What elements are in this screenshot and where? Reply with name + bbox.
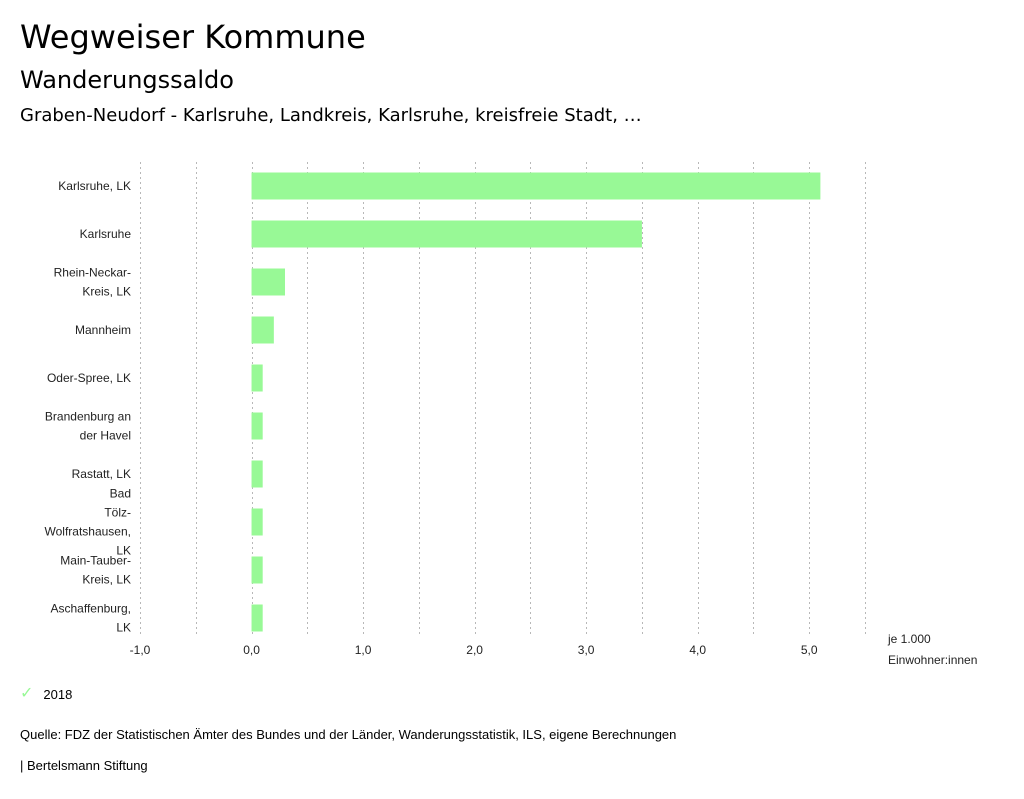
legend[interactable]: ✓ 2018 (20, 686, 72, 702)
category-label: Tölz- (104, 506, 131, 520)
x-tick-label: 2,0 (466, 643, 483, 657)
category-label: Aschaffenburg, (50, 602, 131, 616)
bar-6[interactable] (251, 412, 263, 440)
bar-9[interactable] (251, 556, 263, 584)
category-label: LK (116, 544, 131, 558)
source-note: Quelle: FDZ der Statistischen Ämter des … (20, 727, 677, 742)
bar-chart: Karlsruhe, LK Karlsruhe Rhein-Neckar- Kreis… (45, 162, 977, 667)
bar-3[interactable] (251, 268, 285, 296)
bar-10[interactable] (251, 604, 263, 632)
x-tick-label: 3,0 (578, 643, 595, 657)
category-label: der Havel (80, 429, 131, 443)
bar-5[interactable] (251, 364, 263, 392)
legend-label: 2018 (43, 686, 73, 702)
category-label: Kreis, LK (82, 573, 131, 587)
category-label: Main-Tauber- (60, 554, 131, 568)
category-label: LK (116, 621, 131, 635)
category-label: Bad (110, 487, 131, 501)
category-label: Mannheim (75, 323, 131, 337)
bar-2[interactable] (251, 220, 642, 248)
category-label: Kreis, LK (82, 285, 131, 299)
credit-note: | Bertelsmann Stiftung (20, 758, 148, 773)
bar-8[interactable] (251, 508, 263, 536)
page-title: Wegweiser Kommune (20, 18, 366, 56)
category-label: Brandenburg an (45, 410, 131, 424)
category-label: Rastatt, LK (72, 467, 131, 481)
x-tick-label: -1,0 (130, 643, 151, 657)
category-label: Karlsruhe, LK (58, 179, 131, 193)
x-tick-label: 1,0 (355, 643, 372, 657)
x-tick-label: 4,0 (689, 643, 706, 657)
x-axis-label: Einwohner:innen (888, 653, 977, 667)
region-selection[interactable]: Graben-Neudorf - Karlsruhe, Landkreis, K… (20, 105, 642, 126)
category-label: Oder-Spree, LK (47, 371, 131, 385)
x-tick-label: 0,0 (243, 643, 260, 657)
bar-7[interactable] (251, 460, 263, 488)
bar-1[interactable] (251, 172, 821, 200)
x-axis-label: je 1.000 (887, 632, 931, 646)
x-tick-label: 5,0 (801, 643, 818, 657)
bar-4[interactable] (251, 316, 274, 344)
category-label: Rhein-Neckar- (54, 266, 131, 280)
category-label: Wolfratshausen, (45, 525, 132, 539)
chart-subtitle: Wanderungssaldo (20, 66, 234, 94)
category-label: Karlsruhe (80, 227, 132, 241)
check-icon[interactable]: ✓ (20, 685, 34, 702)
